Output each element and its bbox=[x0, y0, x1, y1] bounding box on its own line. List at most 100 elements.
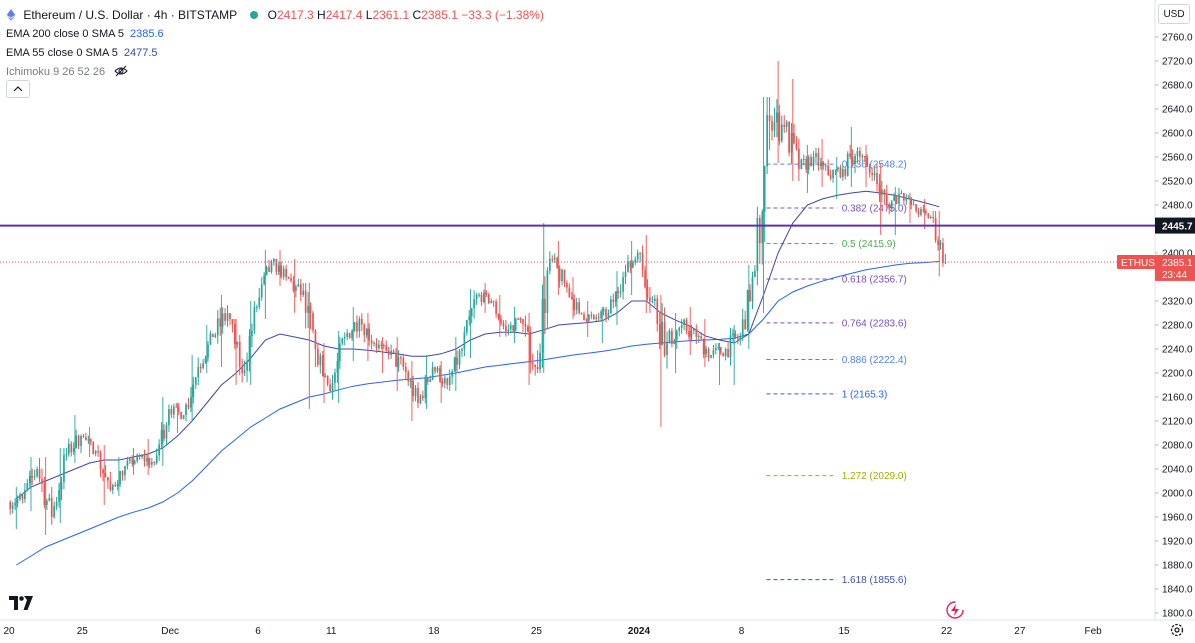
candle-body bbox=[739, 337, 742, 340]
candle-body bbox=[649, 297, 651, 302]
candle-body bbox=[92, 441, 95, 454]
candle-body bbox=[563, 269, 566, 283]
candle-body bbox=[622, 277, 624, 292]
candle-body bbox=[646, 286, 649, 298]
candle-body bbox=[741, 319, 744, 337]
candle-body bbox=[199, 367, 202, 368]
candle-body bbox=[715, 347, 717, 351]
candle-body bbox=[253, 307, 256, 331]
candle-body bbox=[509, 325, 512, 330]
gear-icon[interactable] bbox=[1170, 623, 1184, 637]
candle-body bbox=[424, 377, 427, 399]
horizontal-level-label: 2445.7 bbox=[1162, 222, 1193, 233]
x-tick-label: Feb bbox=[1084, 626, 1102, 637]
candle-body bbox=[754, 271, 756, 277]
candle-body bbox=[590, 315, 593, 317]
candle-body bbox=[578, 302, 580, 313]
candle-body bbox=[182, 415, 185, 419]
candle-body bbox=[265, 266, 268, 276]
candle-body bbox=[539, 352, 541, 370]
candle-body bbox=[214, 335, 217, 337]
candle-body bbox=[28, 476, 31, 484]
candle-body bbox=[397, 357, 400, 367]
y-tick-label: 2680.0 bbox=[1162, 81, 1193, 92]
candle-body bbox=[934, 217, 937, 241]
tradingview-logo[interactable] bbox=[9, 596, 33, 610]
candle-body bbox=[251, 330, 253, 337]
candle-body bbox=[470, 308, 473, 317]
collapse-legend-button[interactable] bbox=[6, 80, 30, 98]
ichimoku-legend[interactable]: Ichimoku 9 26 52 26 bbox=[6, 63, 544, 82]
symbol-row[interactable]: Ethereum / U.S. Dollar · 4h · BITSTAMP O… bbox=[6, 6, 544, 25]
ema55-legend[interactable]: EMA 55 close 0 SMA 5 2477.5 bbox=[6, 47, 158, 59]
ema200-legend[interactable]: EMA 200 close 0 SMA 5 2385.6 bbox=[6, 28, 164, 40]
candle-body bbox=[688, 330, 690, 337]
candle-body bbox=[346, 333, 349, 337]
candle-body bbox=[732, 333, 734, 336]
y-tick-label: 2720.0 bbox=[1162, 57, 1193, 68]
x-tick-label: 8 bbox=[739, 626, 745, 637]
candle-body bbox=[385, 345, 388, 351]
candle-body bbox=[490, 301, 493, 304]
candle-body bbox=[453, 357, 456, 372]
candle-body bbox=[297, 284, 300, 287]
candle-body bbox=[683, 319, 685, 325]
candle-body bbox=[324, 375, 327, 377]
currency-button[interactable]: USD bbox=[1158, 4, 1190, 24]
candle-body bbox=[321, 355, 324, 377]
candle-body bbox=[758, 217, 761, 244]
candle-body bbox=[473, 299, 475, 309]
fib-level-label: 0.236 (2548.2) bbox=[842, 160, 907, 171]
candle-body bbox=[673, 340, 676, 345]
candle-body bbox=[107, 477, 109, 481]
eye-hidden-icon[interactable] bbox=[114, 65, 128, 77]
candle-body bbox=[292, 280, 295, 291]
y-tick-label: 2480.0 bbox=[1162, 201, 1193, 212]
candle-body bbox=[763, 166, 766, 212]
candle-body bbox=[693, 329, 695, 331]
candle-body bbox=[783, 124, 786, 127]
candle-body bbox=[837, 167, 839, 170]
candle-body bbox=[519, 318, 522, 320]
candle-body bbox=[885, 194, 888, 205]
candle-body bbox=[822, 162, 825, 166]
candle-body bbox=[285, 268, 287, 277]
candle-body bbox=[26, 483, 29, 491]
candle-body bbox=[370, 340, 373, 344]
candle-body bbox=[382, 344, 385, 346]
candle-body bbox=[773, 122, 776, 131]
candle-body bbox=[920, 209, 922, 215]
candle-body bbox=[319, 355, 322, 365]
candle-body bbox=[14, 503, 16, 506]
candle-body bbox=[505, 325, 507, 331]
candle-body bbox=[937, 240, 939, 245]
candle-body bbox=[419, 395, 422, 403]
candle-body bbox=[246, 362, 248, 371]
candle-body bbox=[588, 315, 590, 321]
y-tick-label: 1880.0 bbox=[1162, 561, 1193, 572]
candle-body bbox=[548, 259, 551, 271]
candle-body bbox=[671, 330, 673, 345]
candle-body bbox=[658, 323, 661, 345]
lightning-icon[interactable] bbox=[946, 601, 964, 619]
candle-body bbox=[876, 173, 878, 185]
candle-body bbox=[807, 156, 810, 170]
candle-body bbox=[866, 157, 869, 167]
candle-body bbox=[595, 317, 598, 319]
candle-body bbox=[634, 259, 637, 263]
candle-body bbox=[749, 289, 751, 302]
candle-body bbox=[617, 291, 620, 293]
candle-body bbox=[536, 367, 539, 370]
candle-body bbox=[495, 301, 497, 314]
y-tick-label: 2320.0 bbox=[1162, 297, 1193, 308]
candle-body bbox=[268, 266, 270, 272]
candle-body bbox=[514, 318, 517, 331]
candle-body bbox=[456, 357, 458, 365]
candle-body bbox=[336, 361, 339, 373]
candle-body bbox=[329, 384, 331, 391]
candle-body bbox=[204, 357, 207, 364]
candle-body bbox=[119, 471, 121, 485]
symbol-title[interactable]: Ethereum / U.S. Dollar · 4h · BITSTAMP bbox=[23, 8, 237, 22]
candle-body bbox=[558, 267, 561, 281]
